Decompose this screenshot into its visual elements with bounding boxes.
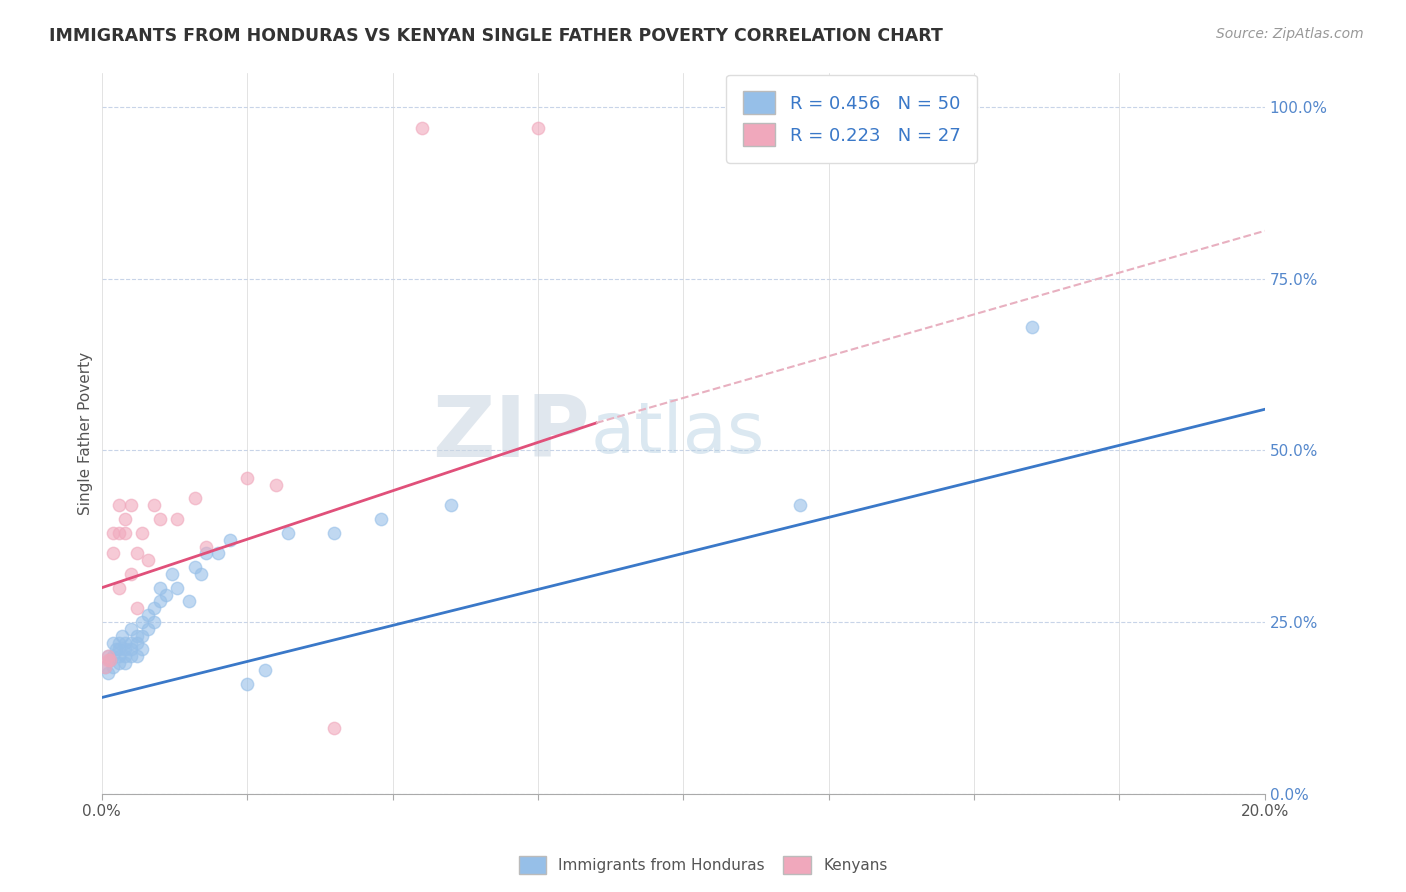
Point	[120, 642, 142, 657]
Point	[120, 566, 142, 581]
Point	[120, 649, 142, 664]
Point	[96, 653, 118, 667]
Point	[108, 635, 131, 649]
Point	[155, 588, 177, 602]
Point	[131, 629, 153, 643]
Point	[108, 581, 131, 595]
Point	[114, 642, 136, 657]
Point	[143, 615, 166, 629]
Text: Source: ZipAtlas.com: Source: ZipAtlas.com	[1216, 27, 1364, 41]
Point	[125, 649, 148, 664]
Point	[114, 512, 136, 526]
Legend: Immigrants from Honduras, Kenyans: Immigrants from Honduras, Kenyans	[513, 850, 893, 880]
Point	[114, 657, 136, 671]
Point	[108, 642, 131, 657]
Point	[527, 120, 550, 135]
Point	[323, 722, 346, 736]
Point	[166, 581, 188, 595]
Point	[195, 540, 218, 554]
Point	[114, 635, 136, 649]
Point	[114, 525, 136, 540]
Point	[103, 635, 125, 649]
Point	[103, 659, 125, 673]
Point	[120, 635, 142, 649]
Point	[789, 499, 811, 513]
Point	[131, 642, 153, 657]
Point	[100, 653, 122, 667]
Point	[207, 546, 229, 560]
Legend: R = 0.456   N = 50, R = 0.223   N = 27: R = 0.456 N = 50, R = 0.223 N = 27	[727, 75, 977, 162]
Point	[277, 525, 299, 540]
Point	[108, 499, 131, 513]
Point	[103, 546, 125, 560]
Point	[440, 499, 463, 513]
Point	[111, 629, 134, 643]
Point	[125, 635, 148, 649]
Point	[103, 525, 125, 540]
Point	[136, 553, 159, 567]
Point	[125, 629, 148, 643]
Point	[177, 594, 200, 608]
Point	[131, 615, 153, 629]
Point	[411, 120, 433, 135]
Point	[93, 659, 115, 673]
Point	[236, 677, 259, 691]
Point	[120, 499, 142, 513]
Point	[96, 649, 118, 664]
Point	[1021, 319, 1043, 334]
Point	[96, 666, 118, 681]
Point	[114, 649, 136, 664]
Point	[105, 642, 128, 657]
Point	[264, 477, 287, 491]
Point	[96, 649, 118, 664]
Point	[149, 512, 172, 526]
Point	[253, 663, 276, 677]
Point	[136, 608, 159, 623]
Point	[131, 525, 153, 540]
Y-axis label: Single Father Poverty: Single Father Poverty	[79, 351, 93, 515]
Point	[108, 649, 131, 664]
Point	[166, 512, 188, 526]
Point	[103, 649, 125, 664]
Point	[100, 653, 122, 667]
Point	[108, 525, 131, 540]
Text: atlas: atlas	[591, 399, 765, 467]
Point	[236, 471, 259, 485]
Point	[149, 594, 172, 608]
Point	[195, 546, 218, 560]
Point	[190, 566, 212, 581]
Point	[143, 601, 166, 615]
Point	[370, 512, 392, 526]
Point	[160, 566, 183, 581]
Point	[149, 581, 172, 595]
Point	[184, 560, 207, 574]
Point	[143, 499, 166, 513]
Point	[120, 622, 142, 636]
Point	[184, 491, 207, 506]
Text: ZIP: ZIP	[433, 392, 591, 475]
Point	[93, 659, 115, 673]
Point	[108, 657, 131, 671]
Point	[125, 546, 148, 560]
Point	[323, 525, 346, 540]
Point	[218, 533, 240, 547]
Point	[136, 622, 159, 636]
Point	[125, 601, 148, 615]
Text: IMMIGRANTS FROM HONDURAS VS KENYAN SINGLE FATHER POVERTY CORRELATION CHART: IMMIGRANTS FROM HONDURAS VS KENYAN SINGL…	[49, 27, 943, 45]
